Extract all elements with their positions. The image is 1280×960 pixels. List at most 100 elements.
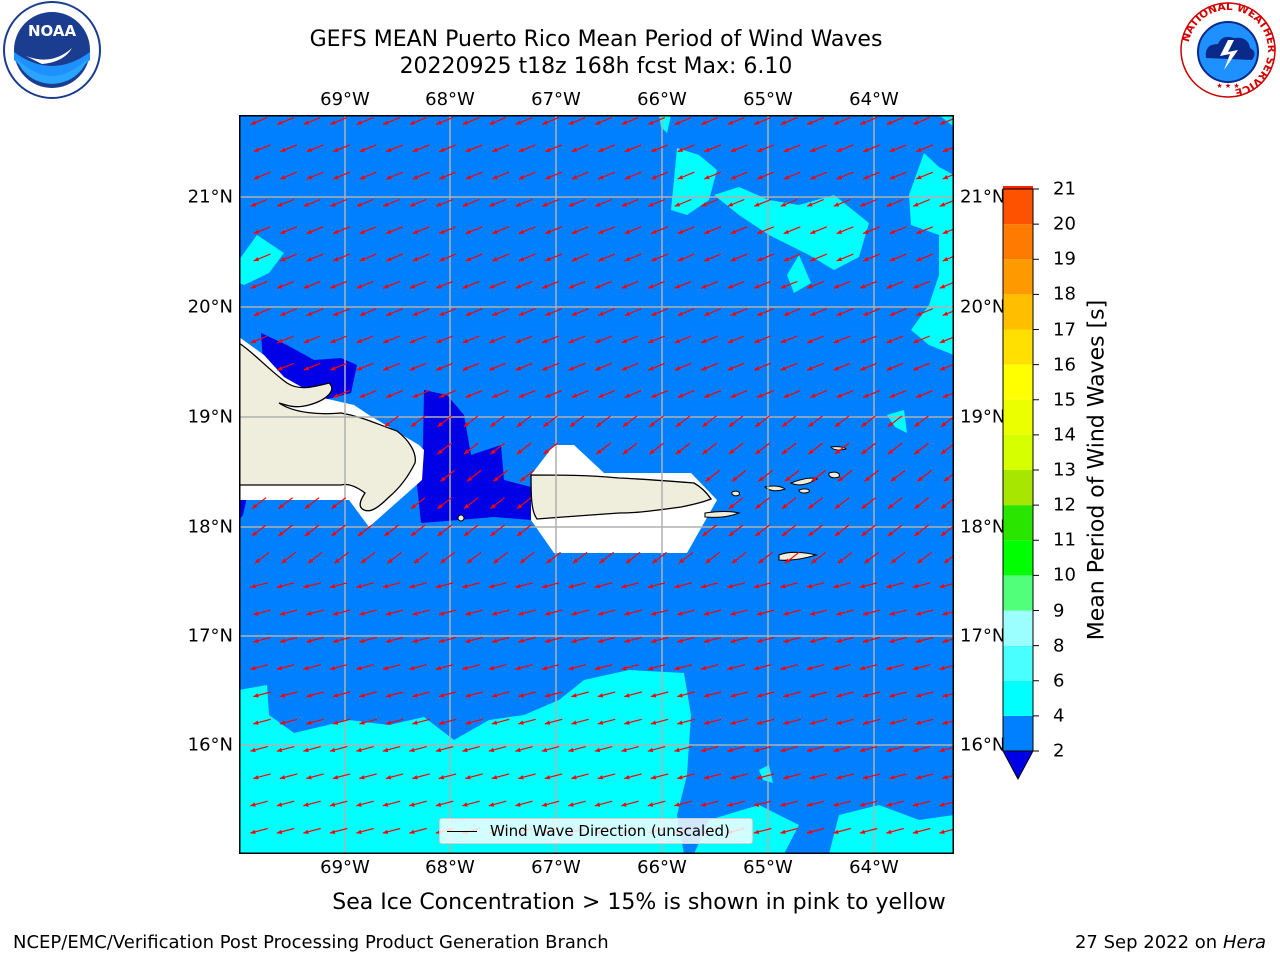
wave-direction-arrow [356, 827, 374, 834]
wave-direction-arrow [332, 718, 351, 725]
wave-direction-arrow [864, 469, 879, 482]
wave-direction-arrow [649, 415, 664, 428]
wave-direction-arrow [276, 800, 295, 807]
svg-text:★ ★ ★: ★ ★ ★ [1216, 82, 1239, 90]
mona-island [457, 514, 465, 522]
wave-direction-arrow [836, 308, 854, 317]
wave-direction-arrow [647, 198, 666, 207]
lon-tick-bottom: 69°W [320, 857, 370, 878]
wave-direction-arrow [780, 198, 798, 207]
wave-direction-arrow [385, 718, 404, 725]
wave-direction-arrow [410, 415, 426, 428]
wave-direction-arrow [435, 362, 454, 371]
wave-direction-arrow [515, 117, 533, 125]
wave-direction-arrow [356, 582, 374, 589]
wave-direction-arrow [624, 226, 642, 235]
wave-direction-arrow [412, 253, 430, 262]
wave-direction-arrow [914, 524, 929, 537]
wave-direction-arrow [569, 415, 585, 428]
wave-direction-arrow [465, 226, 483, 235]
wave-direction-arrow [594, 198, 613, 207]
wave-direction-arrow [942, 638, 954, 643]
wave-direction-arrow [279, 636, 298, 643]
wave-direction-arrow [862, 609, 881, 616]
wave-direction-arrow [329, 746, 348, 753]
wave-direction-arrow [811, 551, 826, 564]
lon-tick-top: 64°W [849, 89, 899, 110]
wave-direction-arrow [755, 442, 770, 455]
wave-direction-arrow [915, 308, 934, 317]
wave-direction-arrow [647, 117, 666, 125]
wave-direction-arrow [914, 442, 929, 455]
wave-direction-arrow [942, 228, 954, 235]
wave-direction-arrow [647, 280, 666, 289]
wave-direction-arrow [438, 636, 457, 643]
wave-direction-arrow [700, 280, 719, 289]
wave-direction-arrow [780, 117, 798, 125]
wave-direction-arrow [622, 415, 638, 428]
wave-direction-arrow [780, 746, 798, 753]
wave-direction-arrow [597, 691, 616, 698]
wave-direction-arrow [730, 171, 748, 180]
wave-direction-arrow [942, 692, 954, 698]
wave-direction-arrow [890, 551, 906, 564]
wave-direction-arrow [466, 469, 482, 482]
wave-direction-arrow [809, 773, 828, 780]
wave-direction-arrow [465, 390, 483, 398]
wave-direction-arrow [385, 636, 404, 643]
wave-direction-arrow [700, 117, 719, 125]
wave-direction-arrow [700, 198, 719, 207]
wave-direction-arrow [624, 171, 642, 180]
wave-direction-arrow [359, 144, 377, 153]
noaa-logo: NOAA [3, 1, 101, 99]
colorbar-tick-label: 12 [1053, 494, 1076, 516]
wave-direction-arrow [384, 415, 399, 428]
wave-direction-arrow [382, 746, 401, 753]
wave-direction-arrow [703, 773, 722, 780]
wave-direction-arrow [276, 746, 295, 753]
wave-direction-arrow [359, 390, 377, 398]
wave-direction-arrow [571, 253, 589, 262]
wave-direction-arrow [438, 718, 457, 725]
wave-direction-arrow [491, 308, 510, 317]
wave-direction-arrow [862, 691, 881, 698]
wave-direction-arrow [571, 636, 589, 643]
wave-direction-arrow [382, 362, 401, 371]
wave-direction-arrow [755, 497, 770, 510]
lat-tick-right: 18°N [960, 516, 1006, 538]
wave-direction-arrow [438, 390, 457, 398]
wave-direction-arrow [437, 497, 452, 510]
wave-direction-arrow [915, 636, 934, 643]
wave-direction-arrow [756, 226, 775, 235]
wave-direction-arrow [516, 497, 532, 510]
wave-direction-arrow [624, 718, 642, 725]
wave-direction-arrow [544, 226, 563, 235]
wave-direction-arrow [279, 308, 298, 317]
wave-direction-arrow [674, 335, 692, 344]
wave-direction-arrow [462, 198, 480, 207]
wave-direction-arrow [621, 335, 639, 344]
wave-direction-arrow [727, 117, 745, 125]
lon-tick-top: 65°W [743, 89, 793, 110]
wave-direction-arrow [306, 609, 324, 616]
wave-direction-arrow [731, 551, 747, 564]
wave-direction-arrow [862, 718, 881, 725]
wave-direction-arrow [385, 171, 404, 180]
wave-direction-arrow [250, 664, 268, 671]
wave-direction-arrow [412, 308, 430, 317]
wave-direction-arrow [409, 827, 427, 834]
wave-direction-arrow [332, 773, 351, 780]
wave-direction-arrow [809, 691, 828, 698]
wave-direction-arrow [356, 335, 374, 344]
wave-direction-arrow [915, 226, 934, 235]
wave-direction-arrow [862, 226, 881, 235]
wave-direction-arrow [756, 144, 775, 153]
map-frame [239, 115, 954, 854]
wave-direction-arrow [625, 551, 641, 564]
wave-direction-arrow [409, 746, 427, 753]
wave-direction-arrow [541, 198, 560, 207]
wave-direction-arrow [915, 691, 934, 698]
wave-direction-arrow [621, 800, 639, 807]
wave-direction-arrow [784, 551, 800, 564]
wave-direction-arrow [594, 582, 613, 589]
